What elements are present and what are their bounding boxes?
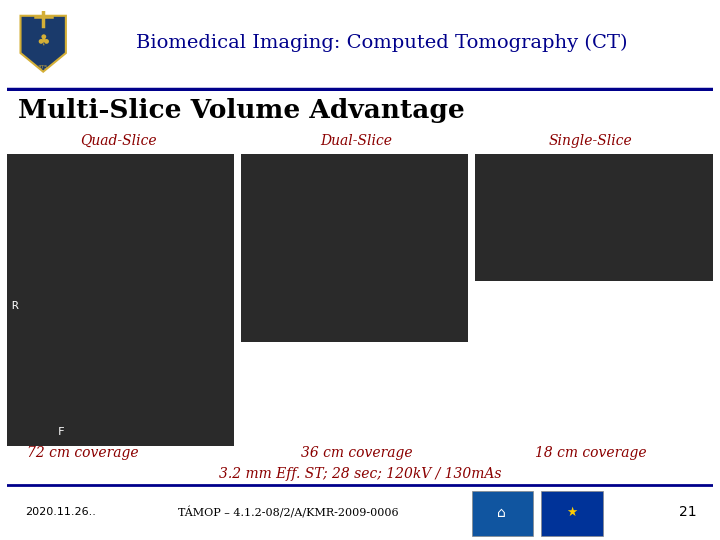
Text: ★: ★: [566, 505, 577, 519]
Bar: [7, 154, 234, 446]
Bar: [541, 491, 603, 536]
Bar: [472, 491, 533, 536]
Text: 3.2 mm Eff. ST; 28 sec; 120kV / 130mAs: 3.2 mm Eff. ST; 28 sec; 120kV / 130mAs: [219, 467, 501, 481]
Text: Multi-Slice Volume Advantage: Multi-Slice Volume Advantage: [18, 98, 464, 123]
Text: Single-Slice: Single-Slice: [549, 134, 632, 149]
Text: ♣: ♣: [37, 33, 50, 48]
Text: 375: 375: [38, 65, 48, 70]
Text: F: F: [58, 427, 65, 437]
Text: 2020.11.26..: 2020.11.26..: [25, 507, 96, 517]
Text: TÁMOP – 4.1.2-08/2/A/KMR-2009-0006: TÁMOP – 4.1.2-08/2/A/KMR-2009-0006: [178, 506, 398, 518]
Text: 21: 21: [679, 505, 696, 519]
Bar: [475, 154, 713, 281]
Polygon shape: [20, 16, 66, 72]
Text: ⌂: ⌂: [498, 507, 506, 520]
Bar: [241, 154, 468, 342]
Text: 18 cm coverage: 18 cm coverage: [534, 446, 647, 460]
Text: Biomedical Imaging: Computed Tomography (CT): Biomedical Imaging: Computed Tomography …: [136, 34, 627, 52]
Text: 72 cm coverage: 72 cm coverage: [27, 446, 139, 460]
Text: R: R: [11, 301, 17, 310]
Text: Dual-Slice: Dual-Slice: [320, 134, 392, 149]
Text: 36 cm coverage: 36 cm coverage: [300, 446, 413, 460]
Text: Quad-Slice: Quad-Slice: [81, 134, 157, 149]
